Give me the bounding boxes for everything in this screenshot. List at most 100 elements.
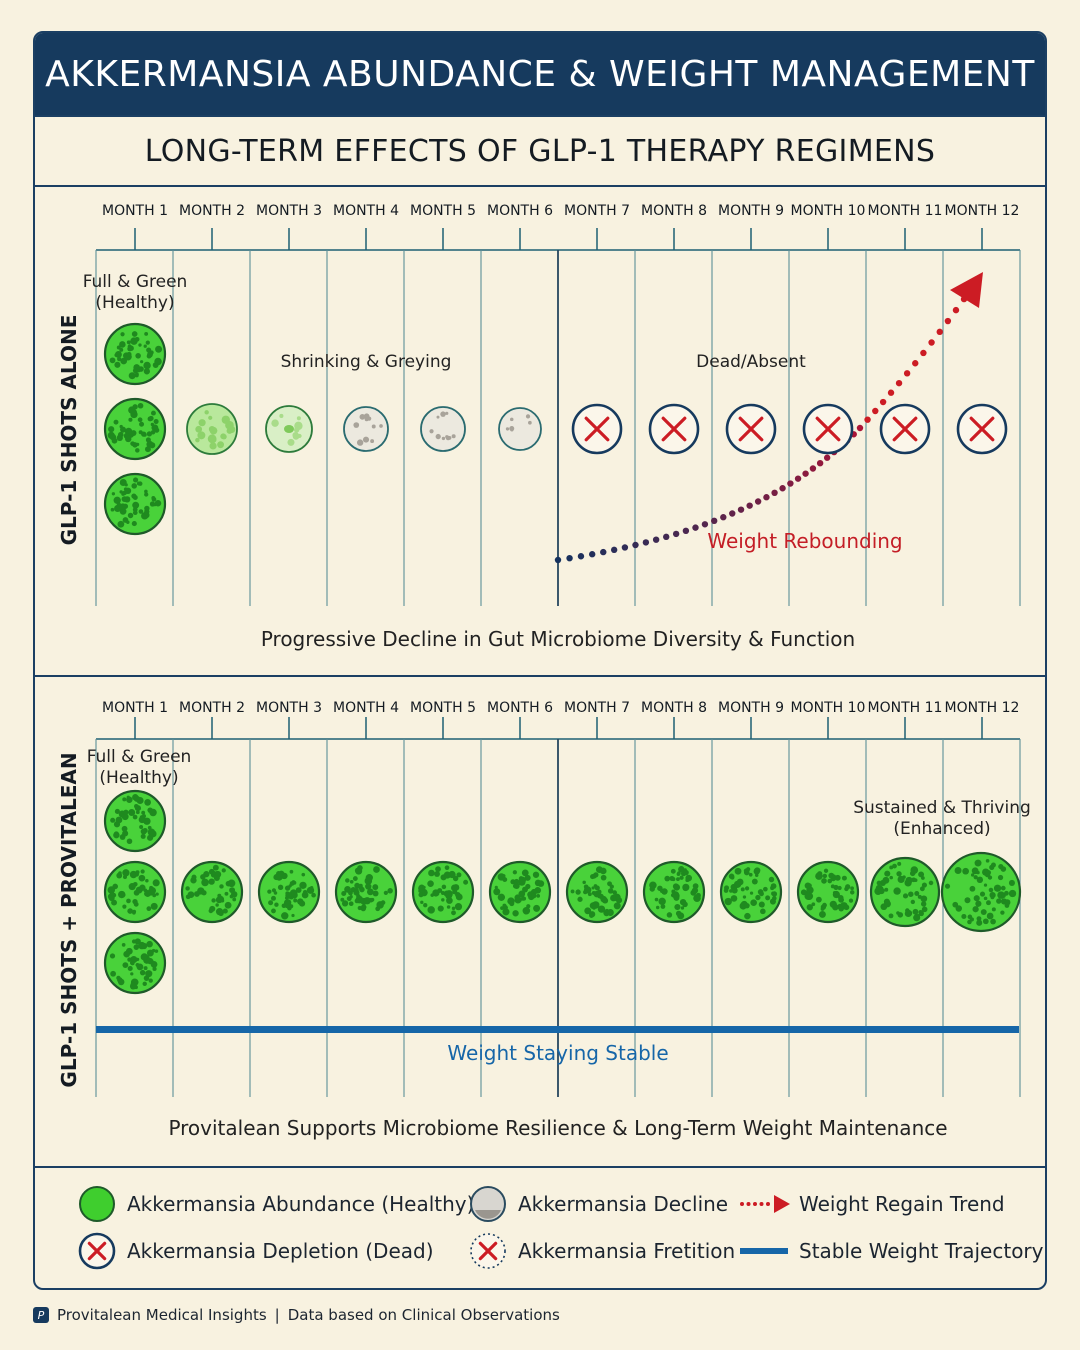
healthy-circle-icon bbox=[103, 397, 167, 461]
depletion-x-icon bbox=[956, 403, 1008, 455]
legend-label: Akkermansia Depletion (Dead) bbox=[127, 1239, 434, 1263]
trend-dot bbox=[771, 489, 778, 497]
panel1-caption: Progressive Decline in Gut Microbiome Di… bbox=[261, 627, 855, 651]
panel1-month-label: MONTH 5 bbox=[410, 203, 476, 219]
infographic-frame: AKKERMANSIA ABUNDANCE & WEIGHT MANAGEMEN… bbox=[33, 31, 1047, 1290]
panel1-grid: MONTH 1 MONTH 2 MONTH 3 MONTH 4 MONTH 5 MONTH… bbox=[95, 203, 1021, 606]
healthy-circle-icon bbox=[411, 860, 475, 924]
trend-dot bbox=[809, 465, 817, 472]
legend-depletion-x-icon bbox=[78, 1232, 116, 1270]
panel1-akkermansia-row bbox=[103, 322, 1008, 536]
trend-dot bbox=[802, 470, 809, 477]
panel2-month-label: MONTH 7 bbox=[564, 700, 630, 716]
panel2-month-label: MONTH 3 bbox=[256, 700, 322, 716]
legend-label: Akkermansia Fretition bbox=[518, 1239, 735, 1263]
panel1-month-label: MONTH 6 bbox=[487, 203, 553, 219]
panel2-caption: Provitalean Supports Microbiome Resilien… bbox=[168, 1116, 947, 1140]
trend-dot bbox=[879, 398, 887, 406]
trend-dot bbox=[952, 306, 960, 314]
trend-dot bbox=[554, 556, 562, 564]
trend-dot bbox=[746, 502, 753, 509]
enhanced-circle-icon bbox=[940, 851, 1022, 933]
trend-dot bbox=[710, 517, 718, 525]
healthy-circle-icon bbox=[180, 860, 244, 924]
trend-dot bbox=[794, 475, 802, 482]
legend-regain-arrow-icon bbox=[740, 1195, 790, 1213]
panel1-month-label: MONTH 11 bbox=[868, 203, 943, 219]
trend-dot bbox=[600, 548, 607, 556]
panel2-month-label: MONTH 5 bbox=[410, 700, 476, 716]
decline-circle-icon bbox=[343, 406, 389, 452]
depletion-x-icon bbox=[879, 403, 931, 455]
legend: Akkermansia Abundance (Healthy) Akkermans… bbox=[78, 1186, 1044, 1270]
panel2-sustained-note-line2: (Enhanced) bbox=[893, 819, 990, 839]
healthy-circle-icon bbox=[796, 860, 860, 924]
healthy-circle-icon bbox=[565, 860, 629, 924]
decline-circle-icon bbox=[498, 407, 542, 451]
panel1-month-label: MONTH 10 bbox=[791, 203, 866, 219]
trend-dot bbox=[720, 514, 727, 521]
trend-dot bbox=[682, 527, 690, 535]
panel2-healthy-note-line1: Full & Green bbox=[87, 747, 192, 767]
panel2-month-label: MONTH 6 bbox=[487, 700, 553, 716]
trend-dot bbox=[566, 554, 573, 562]
panel-divider bbox=[35, 675, 1045, 677]
trend-dot bbox=[737, 506, 745, 513]
legend-healthy-circle-icon bbox=[79, 1186, 115, 1222]
panel1-month-label: MONTH 4 bbox=[333, 203, 399, 219]
healthy-circle-icon bbox=[103, 860, 167, 924]
panel1-shrinking-note: Shrinking & Greying bbox=[281, 352, 452, 372]
healthy-circle-icon bbox=[103, 931, 167, 995]
panel1-month-label: MONTH 9 bbox=[718, 203, 784, 219]
depletion-x-icon bbox=[648, 403, 700, 455]
panel1-healthy-note-line1: Full & Green bbox=[83, 272, 188, 292]
depletion-x-icon bbox=[802, 403, 854, 455]
healthy-circle-icon bbox=[334, 860, 398, 924]
panel2-healthy-note-line2: (Healthy) bbox=[99, 768, 178, 788]
legend-label: Akkermansia Decline bbox=[518, 1192, 728, 1216]
panel2-month-label: MONTH 9 bbox=[718, 700, 784, 716]
panel2-month-label: MONTH 1 bbox=[102, 700, 168, 716]
trend-dot bbox=[944, 317, 952, 325]
trend-dot bbox=[864, 416, 871, 423]
regain-arrowhead-icon bbox=[950, 272, 983, 308]
fading-circle-icon bbox=[265, 405, 313, 453]
page-subtitle: LONG-TERM EFFECTS OF GLP-1 THERAPY REGIM… bbox=[35, 115, 1045, 187]
healthy-circle-icon bbox=[103, 472, 167, 536]
depletion-x-icon bbox=[571, 403, 623, 455]
trend-dot bbox=[701, 521, 709, 528]
footer-brand: Provitalean Medical Insights bbox=[57, 1306, 267, 1324]
trend-dot bbox=[642, 539, 650, 546]
legend-label: Weight Regain Trend bbox=[799, 1192, 1005, 1216]
trend-dot bbox=[912, 360, 919, 367]
panel1-month-label: MONTH 3 bbox=[256, 203, 322, 219]
trend-dot bbox=[621, 544, 629, 551]
footer-source: Data based on Clinical Observations bbox=[287, 1306, 560, 1324]
panel1-month-label: MONTH 12 bbox=[945, 203, 1020, 219]
panel2-month-label: MONTH 4 bbox=[333, 700, 399, 716]
trend-dot bbox=[754, 498, 762, 505]
stable-weight-line bbox=[96, 1026, 1019, 1033]
page-title: AKKERMANSIA ABUNDANCE & WEIGHT MANAGEMEN… bbox=[35, 33, 1045, 115]
trend-dot bbox=[823, 454, 831, 461]
panel1-month-label: MONTH 1 bbox=[102, 203, 168, 219]
trend-dot bbox=[763, 494, 770, 501]
trend-dot bbox=[632, 541, 639, 549]
enhanced-circle-icon bbox=[869, 856, 941, 928]
legend-label: Akkermansia Abundance (Healthy) bbox=[127, 1192, 474, 1216]
healthy-circle-icon bbox=[488, 860, 552, 924]
healthy-circle-icon bbox=[103, 789, 167, 853]
trend-dot bbox=[872, 407, 879, 415]
legend-divider bbox=[35, 1166, 1045, 1168]
depletion-x-icon bbox=[725, 403, 777, 455]
trend-dot bbox=[895, 379, 903, 387]
healthy-circle-icon bbox=[719, 860, 783, 924]
panel2-sustained-note-line1: Sustained & Thriving bbox=[853, 798, 1031, 818]
panel1-side-label: GLP-1 SHOTS ALONE bbox=[57, 315, 81, 546]
trend-dot bbox=[936, 328, 943, 336]
trend-dot bbox=[729, 510, 736, 517]
trend-dot bbox=[779, 485, 786, 492]
panel1-healthy-note-line2: (Healthy) bbox=[95, 293, 174, 313]
legend-decline-circle-icon bbox=[470, 1186, 506, 1222]
